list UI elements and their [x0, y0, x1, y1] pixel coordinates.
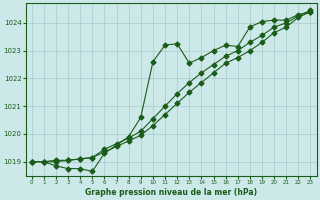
- X-axis label: Graphe pression niveau de la mer (hPa): Graphe pression niveau de la mer (hPa): [85, 188, 257, 197]
